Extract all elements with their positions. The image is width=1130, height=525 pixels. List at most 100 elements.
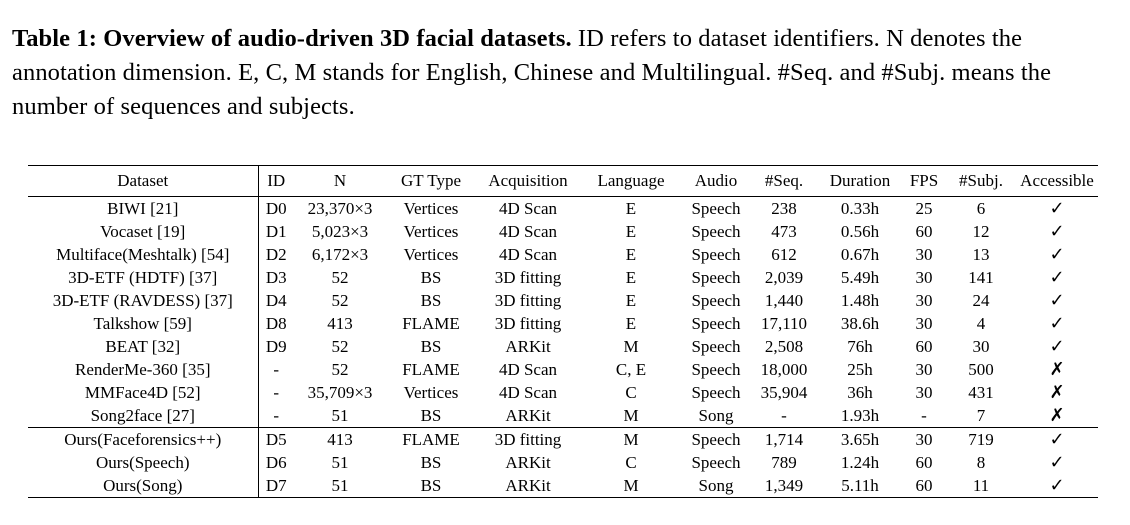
accessible-mark: ✓ (1049, 221, 1065, 242)
table-cell: - (273, 406, 280, 425)
table-cell: 3.65h (840, 430, 880, 449)
table-cell: 30 (915, 360, 933, 379)
table-cell: 3D fitting (494, 430, 562, 449)
table-cell: D3 (265, 268, 287, 287)
table-cell: D9 (265, 337, 287, 356)
caption-text: ID refers to dataset identifiers. N deno… (12, 25, 1052, 120)
column-header: Audio (694, 171, 738, 190)
dataset-name-cell: Song2face [27] (28, 404, 259, 428)
dataset-name-cell: Talkshow [59] (28, 312, 259, 335)
table-row: Song2face [27] -51 BS ARKit M Song -1.93h -7 ✗ (28, 404, 1098, 428)
table-cell: 30 (915, 430, 933, 449)
table-cell: 35,904 (760, 383, 808, 402)
table-cell: 4D Scan (498, 360, 558, 379)
table-cell: Speech (691, 360, 741, 379)
table-cell: - (273, 383, 280, 402)
column-header: GT Type (400, 171, 462, 190)
table-cell: 6,172×3 (311, 245, 369, 264)
table-cell: 1.48h (840, 291, 880, 310)
dataset-name-cell: Vocaset [19] (28, 220, 259, 243)
table-cell: - (273, 360, 280, 379)
table-cell: M (623, 337, 639, 356)
column-header: Language (597, 171, 665, 190)
table-cell: C (625, 453, 637, 472)
column-header: #Seq. (764, 171, 804, 190)
table-cell: D2 (265, 245, 287, 264)
table-row: RenderMe-360 [35] - 52 FLAME 4D Scan C, E Spee… (28, 358, 1098, 381)
dataset-name-cell: BEAT [32] (28, 335, 259, 358)
table-cell: ARKit (505, 476, 551, 495)
table-cell: 52 (331, 360, 349, 379)
table-cell: D4 (265, 291, 287, 310)
table-cell: 4D Scan (498, 222, 558, 241)
table-cell: 25 (915, 199, 933, 218)
table-cell: 789 (771, 453, 797, 472)
table-cell: M (623, 476, 639, 495)
table-cell: Speech (691, 314, 741, 333)
table-cell: 52 (331, 337, 349, 356)
table-cell: 60 (915, 453, 933, 472)
column-header: ID (267, 171, 286, 190)
table-cell: 30 (915, 314, 933, 333)
accessible-mark: ✗ (1049, 405, 1065, 426)
accessible-mark: ✗ (1049, 382, 1065, 403)
table-cell: 5,023×3 (311, 222, 369, 241)
accessible-mark: ✗ (1049, 359, 1065, 380)
accessible-mark: ✓ (1049, 198, 1065, 219)
table-cell: 30 (915, 268, 933, 287)
table-cell: Speech (691, 268, 741, 287)
table-row: BEAT [32] D9 52 BS ARKit M Speech 2,508 76h 60 30 ✓ (28, 335, 1098, 358)
table-cell: FLAME (402, 430, 460, 449)
table-cell: Speech (691, 222, 741, 241)
table-cell: 30 (972, 337, 990, 356)
table-cell: 13 (972, 245, 990, 264)
table-cell: - (781, 406, 787, 425)
table-cell: ARKit (505, 406, 551, 425)
table-caption: Table 1: Overview of audio-driven 3D fac… (12, 22, 1120, 124)
dataset-table-container: Dataset ID N GT Type Acquisition Language Audi… (28, 165, 1098, 498)
accessible-mark: ✓ (1049, 290, 1065, 311)
table-cell: 7 (976, 406, 986, 425)
table-cell: 38.6h (840, 314, 880, 333)
dataset-name-cell: 3D-ETF (RAVDESS) [37] (28, 289, 259, 312)
dataset-name-cell: RenderMe-360 [35] (28, 358, 259, 381)
column-header: #Subj. (959, 171, 1003, 190)
table-cell: E (625, 199, 637, 218)
table-cell: D6 (265, 453, 287, 472)
table-cell: E (625, 314, 637, 333)
table-cell: 30 (915, 245, 933, 264)
table-cell: D8 (265, 314, 287, 333)
dataset-name-cell: Multiface(Meshtalk) [54] (28, 243, 259, 266)
accessible-mark: ✓ (1049, 475, 1065, 496)
table-cell: Speech (691, 245, 741, 264)
table-row: Ours(Speech) D6 51 BS ARKit C Speech 789 1.24h 60… (28, 451, 1098, 474)
table-cell: 2,039 (764, 268, 804, 287)
table-cell: BS (420, 406, 442, 425)
table-cell: ARKit (505, 453, 551, 472)
table-cell: 1.93h (840, 406, 880, 425)
table-cell: 23,370×3 (307, 199, 373, 218)
table-cell: 0.56h (840, 222, 880, 241)
table-cell: 500 (968, 360, 994, 379)
ours-rows: Ours(Faceforensics++) D5 413 FLAME 3D fittin… (28, 427, 1098, 498)
accessible-mark: ✓ (1049, 452, 1065, 473)
table-cell: C, E (615, 360, 647, 379)
table-cell: 36h (847, 383, 873, 402)
dataset-name-cell: Ours(Song) (28, 474, 259, 498)
table-cell: 0.33h (840, 199, 880, 218)
table-cell: ARKit (505, 337, 551, 356)
table-cell: Vertices (403, 222, 459, 241)
table-cell: FLAME (402, 314, 460, 333)
table-cell: 52 (331, 268, 349, 287)
accessible-mark: ✓ (1049, 244, 1065, 265)
table-row: BIWI [21] D0 23,370×3 Vertices 4D Scan E Speec… (28, 196, 1098, 220)
table-cell: E (625, 291, 637, 310)
table-cell: 52 (331, 291, 349, 310)
table-cell: 11 (972, 476, 990, 495)
table-row: MMFace4D [52] - 35,709×3 Vertices 4D Scan C Sp… (28, 381, 1098, 404)
table-cell: 1,440 (764, 291, 804, 310)
table-cell: 3D fitting (494, 291, 562, 310)
table-cell: 2,508 (764, 337, 804, 356)
table-cell: Vertices (403, 383, 459, 402)
table-cell: BS (420, 453, 442, 472)
